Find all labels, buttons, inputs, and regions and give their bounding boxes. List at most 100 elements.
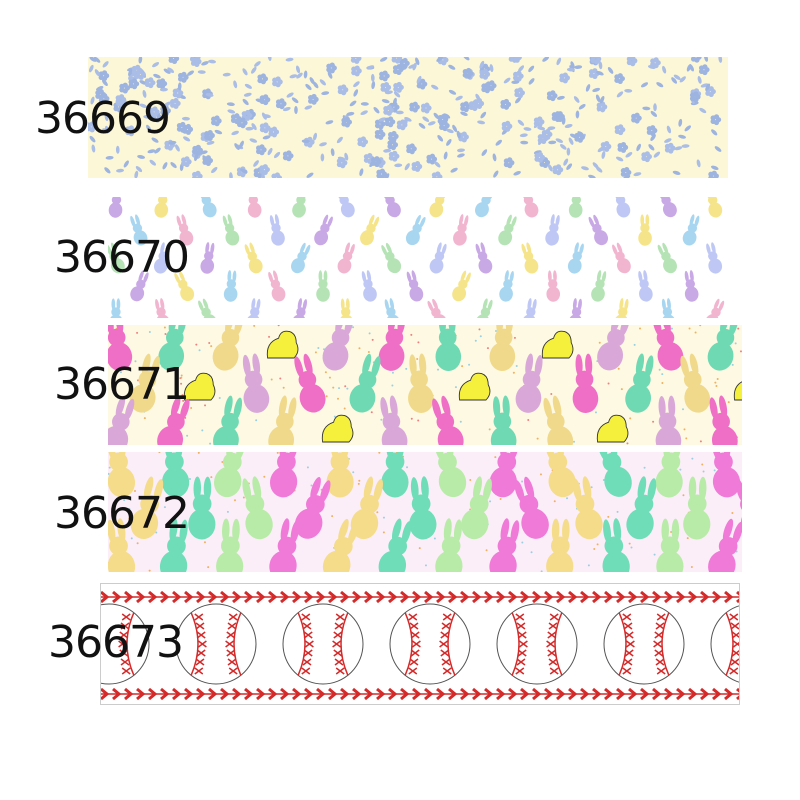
sprinkle-dot	[690, 566, 693, 569]
bunny-icon	[521, 242, 539, 274]
sprinkle-dot	[620, 388, 623, 391]
ribbon-36671	[108, 325, 742, 445]
sprinkle-dot	[207, 566, 210, 569]
leaf-icon	[262, 135, 271, 140]
leaf-icon	[320, 153, 325, 162]
leaf-icon	[642, 106, 651, 111]
leaf-icon	[330, 148, 335, 157]
chevron-stitch	[700, 687, 710, 701]
sprinkle-dot	[368, 332, 371, 335]
flower-icon	[429, 153, 436, 159]
seam-stitch	[656, 613, 666, 621]
sprinkle-dot	[436, 368, 439, 371]
bunny-icon	[707, 325, 739, 371]
chick-icon	[458, 372, 491, 401]
seam-stitch	[303, 649, 313, 657]
chevron-stitch	[160, 590, 170, 604]
leaf-icon	[168, 140, 177, 145]
chevron-stitch	[136, 590, 146, 604]
flower-icon	[461, 131, 467, 137]
leaf-icon	[370, 73, 375, 82]
leaf-icon	[153, 73, 161, 79]
chevron-stitch	[172, 590, 182, 604]
bunny-icon	[322, 518, 359, 572]
flower-icon	[168, 57, 174, 60]
bunny-icon	[453, 214, 469, 246]
flower-icon	[693, 91, 699, 97]
sprinkle-dot	[328, 376, 331, 379]
flower-icon	[184, 156, 190, 162]
leaf-icon	[556, 95, 565, 100]
baseball-seam	[554, 612, 563, 676]
seam-stitch	[729, 613, 739, 621]
bunny-icon	[269, 214, 285, 246]
chevron-stitch	[712, 687, 722, 701]
seam-stitch	[655, 658, 665, 666]
sprinkle-dot	[406, 466, 409, 469]
flower-icon	[412, 101, 418, 107]
leaf-icon	[366, 65, 375, 70]
baseball-icon	[496, 603, 578, 685]
chevron-stitch	[580, 590, 590, 604]
bunny-icon	[709, 395, 738, 445]
leaf-icon	[206, 140, 215, 145]
seam-stitch	[227, 622, 237, 630]
bunny-icon	[157, 395, 190, 445]
sprinkle-dot	[203, 541, 206, 544]
leaf-icon	[595, 94, 601, 103]
leaf-icon	[296, 72, 303, 79]
sprinkle-dot	[306, 466, 309, 469]
leaf-icon	[455, 95, 463, 101]
flower-icon	[702, 64, 708, 70]
flower-icon	[195, 170, 201, 177]
leaf-icon	[422, 116, 430, 122]
leaf-icon	[640, 82, 649, 88]
leaf-icon	[518, 65, 525, 72]
bunny-icon	[432, 395, 464, 445]
seam-stitch	[549, 667, 559, 675]
chevron-stitch	[652, 687, 662, 701]
chevron-stitch	[712, 590, 722, 604]
leaf-icon	[588, 174, 596, 178]
leaf-icon	[149, 159, 157, 166]
chevron-stitch	[400, 687, 410, 701]
flower-icon	[691, 57, 696, 59]
leaf-icon	[174, 144, 180, 152]
bunny-icon	[154, 197, 169, 218]
leaf-icon	[242, 98, 249, 106]
leaf-icon	[289, 74, 298, 79]
bunny-icon	[572, 353, 599, 413]
bunny-icon	[405, 214, 426, 246]
leaf-icon	[101, 79, 108, 86]
leaf-icon	[194, 153, 199, 162]
seam-stitch	[623, 658, 633, 666]
ribbon-code-label: 36670	[54, 232, 190, 283]
chevron-stitch	[628, 590, 638, 604]
sprinkle-dot	[433, 537, 436, 540]
chevron-stitch	[352, 687, 362, 701]
flower-icon	[379, 168, 385, 174]
bunny-icon	[680, 353, 711, 413]
chevron-stitch	[640, 687, 650, 701]
leaf-icon	[294, 106, 298, 115]
leaf-icon	[89, 57, 97, 62]
flower-icon	[713, 114, 720, 120]
baseball-seam	[725, 612, 734, 676]
bunny-icon	[292, 197, 308, 218]
bunny-icon	[130, 270, 149, 302]
chevron-stitch	[220, 687, 230, 701]
baseball-icon	[603, 603, 685, 685]
leaf-icon	[349, 100, 357, 107]
flower-icon	[711, 170, 717, 176]
chevron-stitch	[580, 687, 590, 701]
chevron-stitch	[448, 687, 458, 701]
chevron-stitch	[424, 687, 434, 701]
leaf-icon	[574, 65, 583, 69]
leaf-icon	[607, 67, 614, 74]
chevron-stitch	[568, 590, 578, 604]
seam-stitch	[194, 667, 204, 675]
sprinkle-dot	[688, 327, 691, 330]
seam-stitch	[516, 622, 526, 630]
leaf-icon	[303, 70, 308, 79]
flower-icon	[537, 151, 543, 158]
